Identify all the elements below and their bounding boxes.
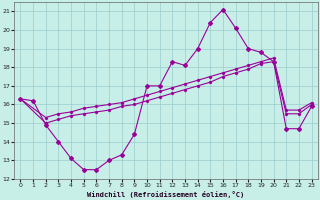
X-axis label: Windchill (Refroidissement éolien,°C): Windchill (Refroidissement éolien,°C) — [87, 191, 245, 198]
